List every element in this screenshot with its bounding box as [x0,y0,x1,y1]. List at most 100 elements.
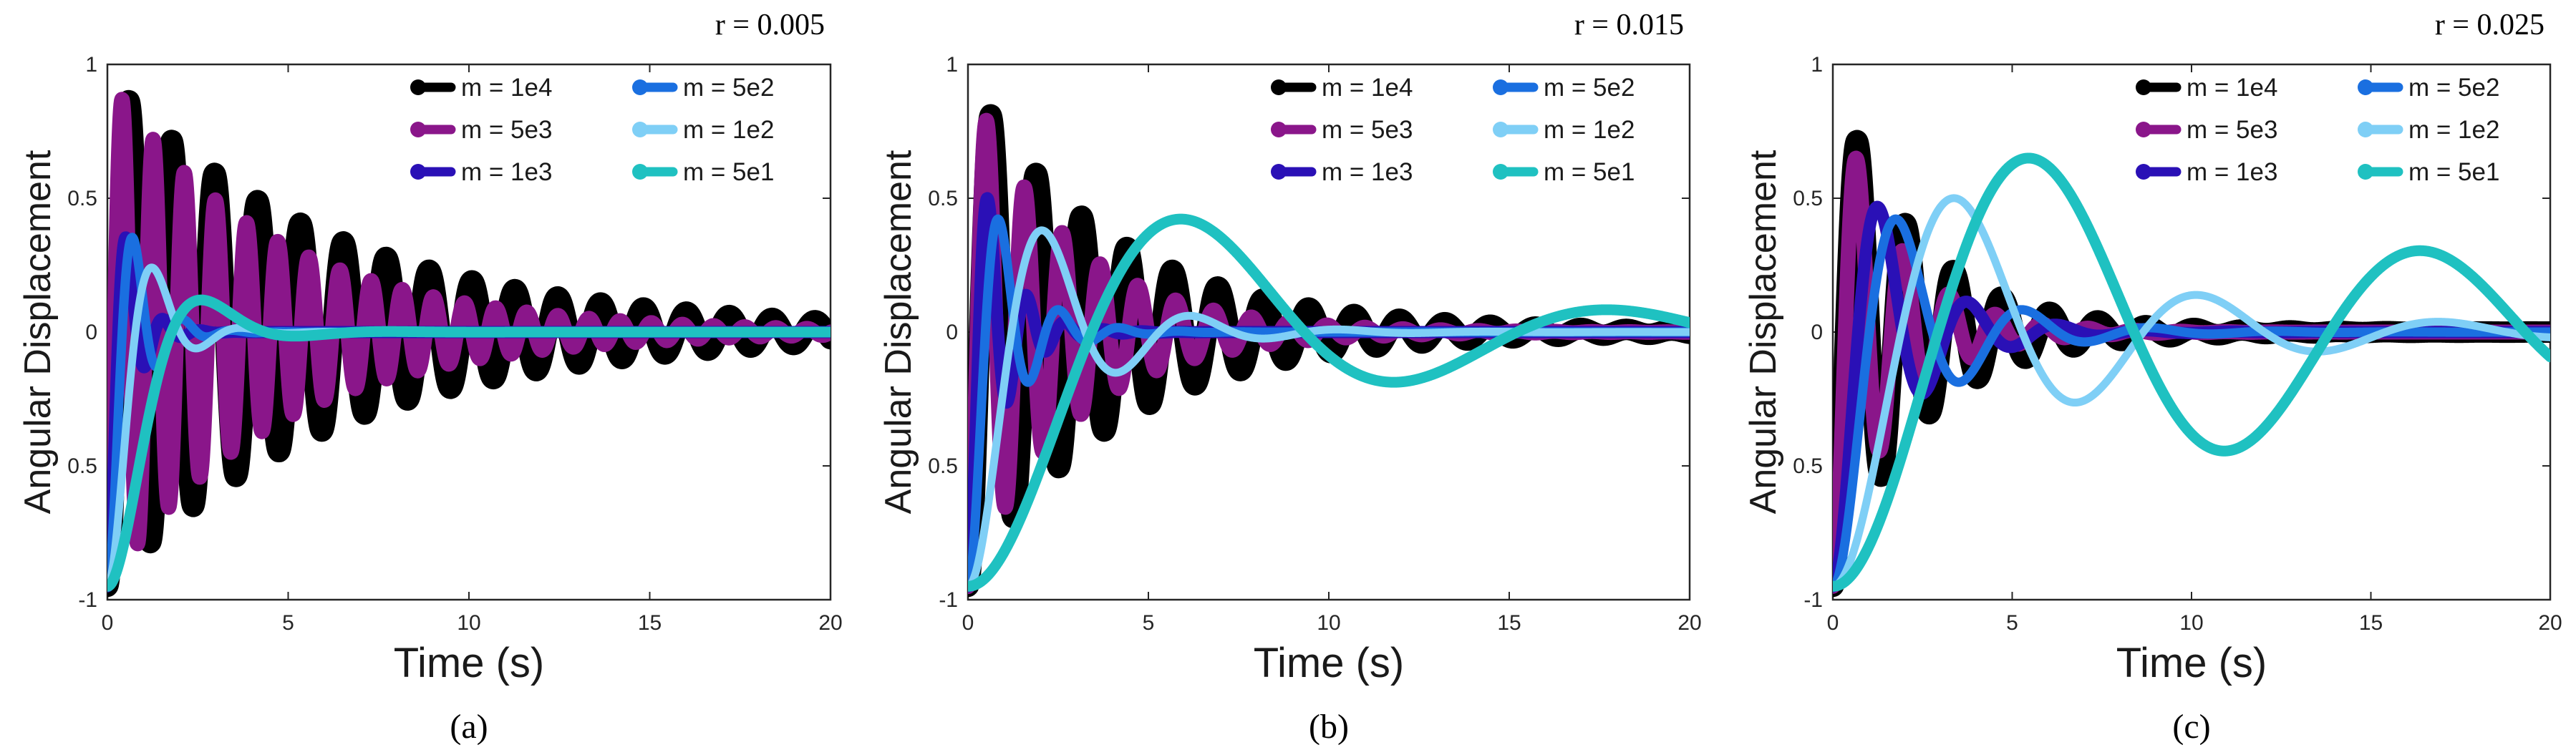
series-line-m-5e1 [1833,152,2550,592]
legend-item: m = 1e4 [410,74,552,102]
x-tick-label: 15 [2359,611,2383,635]
legend-label: m = 5e1 [683,158,774,186]
legend-item: m = 5e3 [1271,116,1413,144]
legend-swatch-marker [2358,79,2373,95]
y-tick-label: -1 [1803,588,1823,612]
x-tick-label: 0 [102,611,114,635]
legend-label: m = 1e4 [2187,74,2277,102]
y-tick-label: 1 [1811,53,1823,77]
legend-label: m = 1e2 [1544,116,1635,144]
legend-item: m = 1e3 [1271,158,1413,186]
legend-item: m = 1e2 [1493,116,1635,144]
legend-item: m = 1e4 [1271,74,1413,102]
legend-item: m = 5e2 [1493,74,1635,102]
y-tick-label: 1 [85,53,97,77]
legend-item: m = 1e3 [410,158,552,186]
legend-label: m = 5e3 [461,116,552,144]
legend-swatch-marker [2358,164,2373,180]
x-tick-label: 10 [457,611,480,635]
x-tick-label: 5 [282,611,294,635]
panel-label: (b) [1309,708,1349,746]
y-axis-label: Angular Displacement [17,150,59,514]
legend-item: m = 1e4 [2136,74,2277,102]
x-tick-label: 0 [962,611,974,635]
series-lines [107,89,831,598]
legend-swatch-marker [410,122,426,137]
y-tick-label: 0.5 [67,454,97,478]
legend-item: m = 5e2 [2358,74,2499,102]
x-axis-label: Time (s) [394,640,544,686]
legend-swatch-marker [632,79,648,95]
legend-swatch-marker [632,164,648,180]
x-axis-label: Time (s) [1254,640,1404,686]
x-tick-label: 15 [1497,611,1521,635]
legend-label: m = 5e3 [1322,116,1413,144]
legend: m = 1e4 m = 5e3 m = 1e3 m = 5e2 m = 1e2 m = 5… [1271,74,1635,186]
x-axis-label: Time (s) [2116,640,2267,686]
legend-label: m = 1e3 [461,158,552,186]
series-line-m-1e2 [1833,194,2550,590]
y-tick-label: 0.5 [1793,187,1823,210]
legend-swatch-marker [410,164,426,180]
y-tick-label: -1 [939,588,958,612]
legend-item: m = 5e2 [632,74,774,102]
legend-item: m = 5e1 [632,158,774,186]
legend-item: m = 1e2 [2358,116,2499,144]
legend-label: m = 5e2 [2408,74,2499,102]
legend-swatch-marker [1493,164,1509,180]
r-value-annotation: r = 0.025 [2435,9,2544,42]
legend-label: m = 1e4 [1322,74,1413,102]
series-line-m-5e1 [107,294,831,592]
legend: m = 1e4 m = 5e3 m = 1e3 m = 5e2 m = 1e2 m = 5… [2136,74,2499,186]
y-tick-label: 0 [1811,321,1823,344]
x-tick-label: 5 [1143,611,1155,635]
legend-item: m = 5e1 [2358,158,2499,186]
legend-item: m = 5e3 [2136,116,2277,144]
r-value-annotation: r = 0.015 [1574,9,1684,42]
legend-swatch-marker [1271,122,1287,137]
legend-item: m = 1e2 [632,116,774,144]
y-tick-label: -1 [78,588,97,612]
panel-label: (c) [2172,708,2210,746]
legend-label: m = 1e3 [1322,158,1413,186]
legend-label: m = 1e3 [2187,158,2277,186]
legend-swatch-marker [2358,122,2373,137]
legend-item: m = 5e1 [1493,158,1635,186]
y-tick-label: 0.5 [928,187,958,210]
y-tick-label: 0 [946,321,958,344]
x-tick-label: 20 [1677,611,1701,635]
series-lines [1833,130,2550,598]
x-tick-label: 0 [1827,611,1839,635]
y-axis-label: Angular Displacement [1743,150,1784,514]
y-tick-label: 0.5 [67,187,97,210]
legend-swatch-marker [632,122,648,137]
legend-swatch-marker [1271,79,1287,95]
x-tick-label: 15 [638,611,662,635]
legend-label: m = 1e4 [461,74,552,102]
y-axis-label: Angular Displacement [878,150,919,514]
legend-label: m = 5e2 [683,74,774,102]
x-tick-label: 20 [818,611,842,635]
legend-label: m = 5e2 [1544,74,1635,102]
series-lines [968,104,1690,598]
legend-swatch-marker [2136,122,2151,137]
y-tick-label: 0.5 [928,454,958,478]
series-line-m-5e2 [1833,214,2550,591]
legend-label: m = 1e2 [683,116,774,144]
y-tick-label: 1 [946,53,958,77]
series-line-m-5e1 [968,213,1690,592]
legend-label: m = 5e1 [1544,158,1635,186]
legend: m = 1e4 m = 5e3 m = 1e3 m = 5e2 m = 1e2 m = 5… [410,74,774,186]
legend-swatch-marker [1493,122,1509,137]
legend-swatch-marker [2136,164,2151,180]
legend-swatch-marker [1493,79,1509,95]
y-tick-label: 0 [85,321,97,344]
r-value-annotation: r = 0.005 [715,9,825,42]
legend-item: m = 1e3 [2136,158,2277,186]
y-tick-label: 0.5 [1793,454,1823,478]
legend-label: m = 5e3 [2187,116,2277,144]
x-tick-label: 10 [2179,611,2203,635]
